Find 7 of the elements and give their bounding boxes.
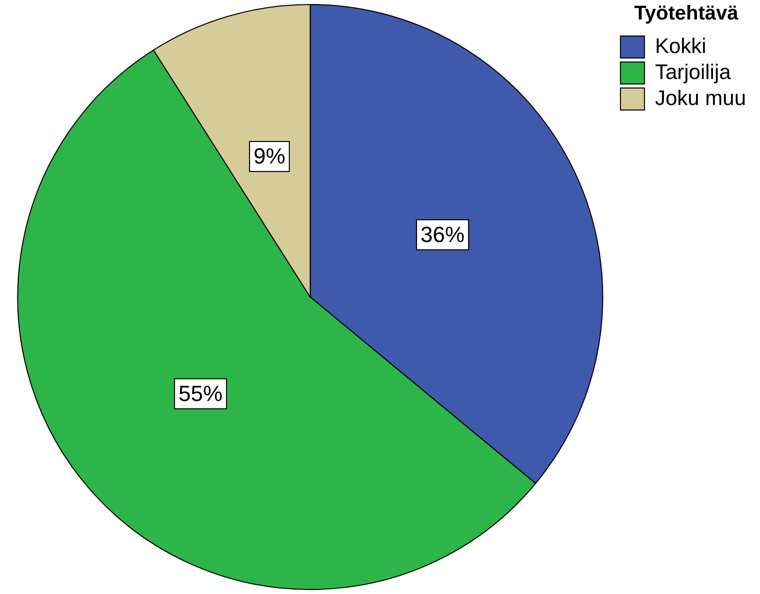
legend-title: Työtehtävä <box>634 2 740 25</box>
data-label: 9% <box>254 144 286 169</box>
legend-label: Tarjoilija <box>654 60 732 84</box>
legend-label: Joku muu <box>654 86 746 110</box>
data-label: 36% <box>420 222 465 247</box>
data-label: 55% <box>178 380 223 406</box>
legend-label: Kokki <box>654 34 706 58</box>
